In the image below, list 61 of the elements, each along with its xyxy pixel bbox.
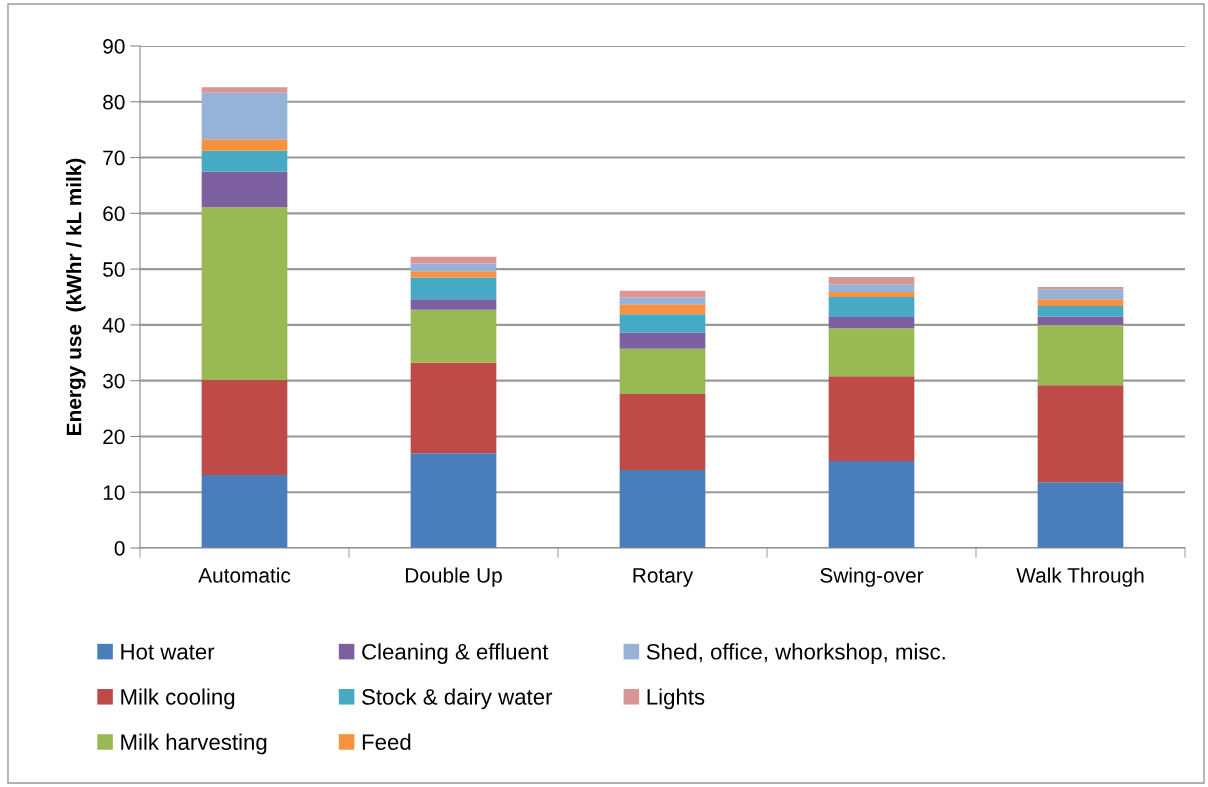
bar — [828, 284, 915, 292]
y-tick-label: 60 — [103, 206, 125, 222]
legend-label: Hot water — [121, 644, 215, 660]
legend-label: Cleaning & effluent — [362, 643, 549, 665]
bar — [201, 474, 288, 548]
legend-label: Lights — [647, 688, 705, 710]
bar — [201, 207, 288, 381]
bar — [619, 290, 706, 298]
bar — [1037, 482, 1124, 548]
bar — [1037, 324, 1124, 386]
x-tick-label: Swing-over — [820, 567, 924, 587]
bar — [1037, 289, 1124, 300]
legend-label: Stock & dairy water — [362, 688, 553, 710]
y-tick-label: 30 — [103, 373, 125, 389]
y-tick-label: 50 — [103, 262, 125, 277]
x-tick-label: Rotary — [633, 568, 694, 587]
bar — [201, 150, 288, 172]
bar — [410, 256, 497, 264]
bar — [619, 304, 706, 315]
bar — [619, 348, 706, 395]
bar — [201, 139, 288, 151]
bar — [1037, 385, 1124, 483]
bar — [828, 276, 915, 285]
bar — [410, 453, 497, 548]
y-tick-label: 40 — [102, 317, 125, 333]
bar — [828, 317, 915, 329]
bar — [619, 469, 706, 548]
x-tick-label: Double Up — [405, 567, 502, 587]
bar — [201, 171, 288, 208]
bar — [201, 92, 288, 140]
bar — [1037, 299, 1124, 306]
bar — [828, 376, 915, 461]
bar — [828, 328, 915, 377]
x-tick-label: Walk Through — [1016, 567, 1144, 587]
y-tick-label: 10 — [103, 485, 125, 500]
bar — [828, 460, 915, 548]
bar — [828, 291, 915, 297]
bar — [1037, 305, 1124, 317]
legend-label: Milk cooling — [121, 688, 235, 710]
y-tick-label: 90 — [103, 39, 125, 54]
legend-label: Shed, office, whorkshop, misc. — [646, 643, 945, 665]
bar — [619, 394, 706, 470]
bar — [410, 299, 497, 310]
bar — [619, 314, 706, 333]
bar — [201, 380, 288, 475]
bar — [410, 362, 497, 454]
bar — [201, 87, 288, 93]
y-tick-label: 0 — [114, 541, 125, 556]
y-tick-label: 20 — [103, 429, 125, 445]
bar — [410, 277, 497, 300]
y-tick-label: 70 — [103, 150, 125, 166]
bar — [1037, 316, 1124, 325]
y-axis-title: Energy use (kWhr / kL milk) — [66, 158, 86, 435]
bar — [410, 309, 497, 363]
bar — [410, 271, 497, 278]
y-tick-label: 80 — [103, 94, 125, 110]
x-tick-label: Automatic — [198, 567, 291, 583]
bar — [828, 297, 915, 318]
bar — [619, 332, 706, 349]
legend-label: Milk harvesting — [121, 733, 267, 755]
legend-label: Feed — [362, 733, 411, 750]
